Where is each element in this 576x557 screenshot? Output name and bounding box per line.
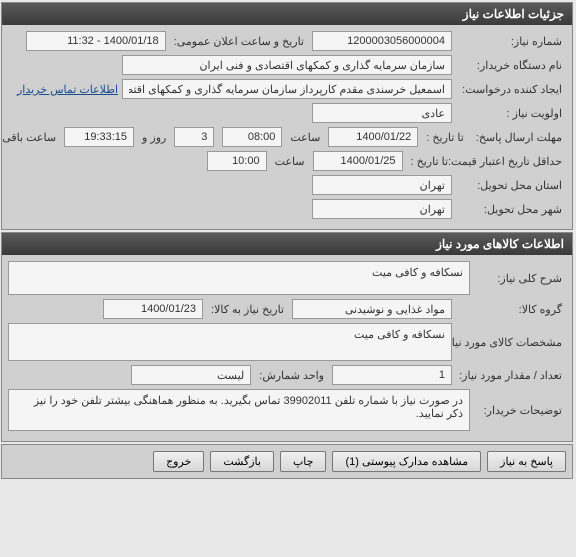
need-desc-label: شرح کلی نیاز: bbox=[475, 272, 567, 285]
delivery-province-label: استان محل تحویل: bbox=[457, 179, 567, 192]
need-details-panel: جزئیات اطلاعات نیاز شماره نیاز: تاریخ و … bbox=[2, 2, 574, 230]
goods-group-field bbox=[293, 299, 453, 319]
row-deadline: مهلت ارسال پاسخ: تا تاریخ : ساعت روز و س… bbox=[9, 127, 567, 147]
row-delivery-province: استان محل تحویل: bbox=[9, 175, 567, 195]
min-validity-to: تا تاریخ : bbox=[408, 155, 453, 168]
row-buyer-notes: توضیحات خریدار: bbox=[9, 389, 567, 431]
goods-info-panel: اطلاعات کالاهای مورد نیاز شرح کلی نیاز: … bbox=[2, 232, 574, 442]
attachments-button[interactable]: مشاهده مدارک پیوستی (1) bbox=[333, 451, 482, 472]
row-creator: ایجاد کننده درخواست: اطلاعات تماس خریدار bbox=[9, 79, 567, 99]
need-desc-field bbox=[9, 261, 471, 295]
print-button[interactable]: چاپ bbox=[281, 451, 328, 472]
priority-label: اولویت نیاز : bbox=[457, 107, 567, 120]
buyer-org-field bbox=[123, 55, 453, 75]
deadline-time-field bbox=[223, 127, 283, 147]
back-button[interactable]: بازگشت bbox=[211, 451, 275, 472]
unit-field bbox=[132, 365, 252, 385]
buyer-notes-label: توضیحات خریدار: bbox=[475, 404, 567, 417]
row-delivery-city: شهر محل تحویل: bbox=[9, 199, 567, 219]
deadline-label: مهلت ارسال پاسخ: bbox=[473, 131, 567, 144]
need-number-field bbox=[313, 31, 453, 51]
need-date-label: تاریخ نیاز به کالا: bbox=[208, 303, 289, 316]
min-validity-time-field bbox=[208, 151, 268, 171]
remaining-label: ساعت باقی مانده bbox=[0, 131, 61, 144]
need-details-header: جزئیات اطلاعات نیاز bbox=[3, 3, 573, 25]
time-remaining-field bbox=[65, 127, 135, 147]
delivery-province-field bbox=[313, 175, 453, 195]
button-bar: پاسخ به نیاز مشاهده مدارک پیوستی (1) چاپ… bbox=[2, 444, 574, 479]
delivery-city-field bbox=[313, 199, 453, 219]
buyer-notes-field bbox=[9, 389, 471, 431]
row-need-number: شماره نیاز: تاریخ و ساعت اعلان عمومی: bbox=[9, 31, 567, 51]
min-validity-date-field bbox=[314, 151, 404, 171]
exit-button[interactable]: خروج bbox=[154, 451, 205, 472]
goods-spec-field bbox=[9, 323, 453, 361]
row-goods-spec: مشخصات کالای مورد نیاز: bbox=[9, 323, 567, 361]
row-qty: تعداد / مقدار مورد نیاز: واحد شمارش: bbox=[9, 365, 567, 385]
row-goods-group: گروه کالا: تاریخ نیاز به کالا: bbox=[9, 299, 567, 319]
qty-label: تعداد / مقدار مورد نیاز: bbox=[457, 369, 567, 382]
announce-label: تاریخ و ساعت اعلان عمومی: bbox=[171, 35, 309, 48]
creator-label: ایجاد کننده درخواست: bbox=[457, 83, 567, 96]
creator-field bbox=[123, 79, 453, 99]
announce-field bbox=[27, 31, 167, 51]
need-number-label: شماره نیاز: bbox=[457, 35, 567, 48]
delivery-city-label: شهر محل تحویل: bbox=[457, 203, 567, 216]
to-date-label: تا تاریخ : bbox=[423, 131, 468, 144]
days-label: روز و bbox=[139, 131, 171, 144]
row-need-desc: شرح کلی نیاز: bbox=[9, 261, 567, 295]
buyer-org-label: نام دستگاه خریدار: bbox=[457, 59, 567, 72]
deadline-time-label: ساعت bbox=[287, 131, 325, 144]
respond-button[interactable]: پاسخ به نیاز bbox=[488, 451, 567, 472]
need-date-field bbox=[104, 299, 204, 319]
need-details-body: شماره نیاز: تاریخ و ساعت اعلان عمومی: نا… bbox=[3, 25, 573, 229]
goods-info-body: شرح کلی نیاز: گروه کالا: تاریخ نیاز به ک… bbox=[3, 255, 573, 441]
min-validity-time-label: ساعت bbox=[272, 155, 310, 168]
contact-link[interactable]: اطلاعات تماس خریدار bbox=[18, 83, 119, 96]
row-priority: اولویت نیاز : bbox=[9, 103, 567, 123]
min-validity-label: حداقل تاریخ اعتبار قیمت: bbox=[457, 155, 567, 168]
unit-label: واحد شمارش: bbox=[256, 369, 329, 382]
row-buyer-org: نام دستگاه خریدار: bbox=[9, 55, 567, 75]
priority-field bbox=[313, 103, 453, 123]
goods-info-header: اطلاعات کالاهای مورد نیاز bbox=[3, 233, 573, 255]
qty-field bbox=[333, 365, 453, 385]
goods-group-label: گروه کالا: bbox=[457, 303, 567, 316]
goods-spec-label: مشخصات کالای مورد نیاز: bbox=[457, 336, 567, 349]
row-min-validity: حداقل تاریخ اعتبار قیمت: تا تاریخ : ساعت bbox=[9, 151, 567, 171]
days-remaining-field bbox=[175, 127, 215, 147]
deadline-date-field bbox=[329, 127, 419, 147]
